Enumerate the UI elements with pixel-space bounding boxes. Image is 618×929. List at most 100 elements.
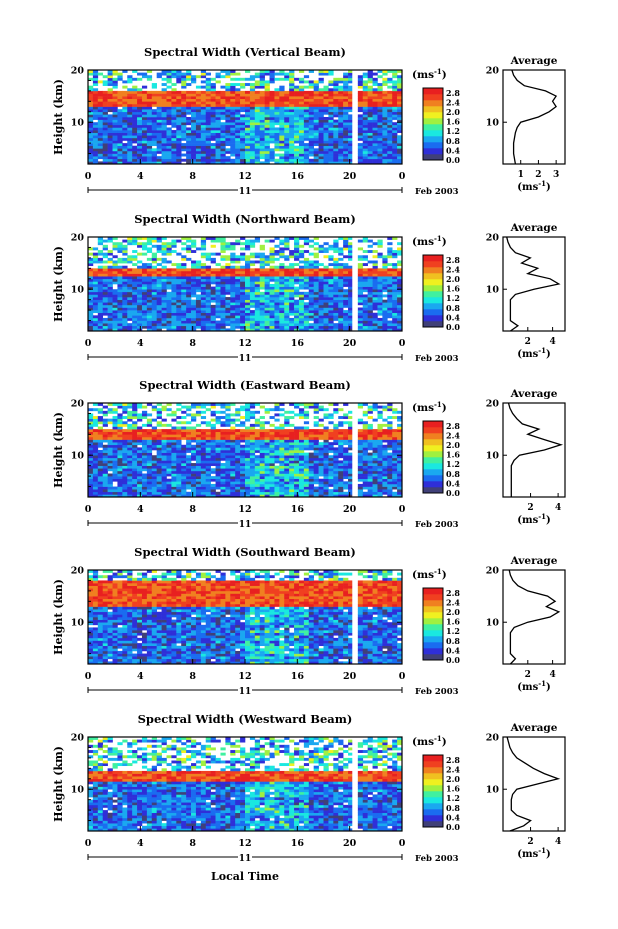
heatmap-cell [210, 83, 216, 86]
heatmap-cell [112, 143, 118, 147]
heatmap-cell [195, 130, 202, 133]
heatmap-cell [181, 489, 187, 493]
heatmap-cell [333, 244, 339, 248]
heatmap-cell [141, 140, 148, 144]
heatmap-cell [367, 273, 373, 277]
heatmap-cell [122, 447, 128, 451]
heatmap-cell [367, 109, 373, 113]
heatmap-cell [102, 468, 108, 472]
heatmap-cell [122, 119, 128, 123]
heatmap-cell [176, 263, 182, 267]
heatmap-cell [156, 447, 162, 451]
heatmap-cell [92, 489, 99, 493]
heatmap-cell [220, 250, 226, 253]
heatmap-cell [132, 239, 138, 243]
heatmap-cell [357, 150, 364, 154]
heatmap-cell [117, 276, 123, 280]
heatmap-cell [107, 80, 113, 84]
heatmap-cell [348, 132, 354, 136]
heatmap-cell [161, 111, 167, 115]
heatmap-cell [191, 130, 197, 133]
heatmap-cell [372, 96, 378, 100]
heatmap-cell [132, 310, 138, 314]
heatmap-cell [205, 315, 211, 319]
heatmap-cell [161, 284, 167, 287]
heatmap-cell [176, 135, 182, 139]
heatmap-cell [362, 237, 368, 240]
heatmap-cell [97, 494, 104, 498]
heatmap-cell [323, 88, 329, 92]
heatmap-cell [225, 470, 231, 474]
heatmap-cell [245, 320, 251, 324]
heatmap-cell [220, 304, 226, 308]
heatmap-cell [387, 117, 393, 120]
heatmap-cell [112, 281, 118, 285]
heatmap-cell [249, 145, 256, 149]
colorbar-tick-label: 0.0 [446, 322, 460, 332]
heatmap-cell [166, 117, 172, 120]
heatmap-cell [333, 106, 339, 110]
heatmap-cell [245, 114, 251, 118]
heatmap-cell [392, 137, 398, 141]
heatmap-cell [254, 72, 261, 76]
heatmap-cell [181, 143, 187, 147]
heatmap-cell [284, 98, 290, 102]
heatmap-cell [97, 460, 104, 464]
heatmap-cell [171, 250, 177, 253]
heatmap-cell [176, 320, 182, 324]
heatmap-cell [377, 312, 383, 316]
heatmap-cell [88, 268, 94, 272]
heatmap-cell [156, 481, 162, 485]
heatmap-cell [88, 161, 94, 165]
heatmap-cell [205, 421, 211, 425]
heatmap-cell [382, 289, 388, 293]
heatmap-cell [348, 148, 354, 152]
heatmap-cell [210, 491, 216, 495]
heatmap-cell [141, 247, 148, 251]
heatmap-cell [132, 289, 138, 293]
heatmap-cell [102, 158, 108, 162]
heatmap-cell [328, 106, 334, 110]
heatmap-cell [387, 70, 393, 73]
heatmap-cell [205, 403, 211, 406]
heatmap-cell [210, 289, 216, 293]
heatmap-cell [200, 457, 207, 461]
heatmap-cell [357, 135, 364, 139]
heatmap-cell [274, 244, 280, 248]
heatmap-cell [88, 93, 94, 97]
heatmap-cell [107, 284, 113, 287]
heatmap-cell [88, 106, 94, 110]
heatmap-cell [127, 494, 133, 498]
heatmap-cell [141, 405, 148, 409]
heatmap-cell [127, 468, 133, 472]
heatmap-cell [191, 291, 197, 295]
heatmap-cell [338, 124, 344, 128]
heatmap-cell [372, 328, 378, 332]
heatmap-cell [156, 297, 162, 300]
heatmap-cell [382, 325, 388, 329]
heatmap-cell [220, 455, 226, 459]
heatmap-cell [205, 483, 211, 487]
heatmap-cell [377, 117, 383, 120]
heatmap-cell [362, 83, 368, 86]
heatmap-cell [166, 260, 172, 264]
heatmap-cell [146, 328, 153, 332]
heatmap-cell [240, 265, 246, 269]
heatmap-cell [205, 460, 211, 464]
heatmap-cell [127, 460, 133, 464]
heatmap-cell [156, 281, 162, 285]
heatmap-cell [92, 143, 99, 147]
heatmap-cell [274, 88, 280, 92]
heatmap-cell [245, 263, 251, 267]
heatmap-cell [200, 483, 207, 487]
heatmap-cell [259, 132, 265, 136]
heatmap-cell [195, 85, 202, 89]
heatmap-cell [195, 481, 202, 485]
heatmap-cell [186, 468, 192, 472]
heatmap-cell [279, 122, 285, 126]
heatmap-cell [343, 153, 349, 157]
heatmap-cell [210, 278, 216, 282]
heatmap-cell [88, 434, 94, 438]
heatmap-cell [328, 122, 334, 126]
heatmap-cell [235, 278, 241, 282]
